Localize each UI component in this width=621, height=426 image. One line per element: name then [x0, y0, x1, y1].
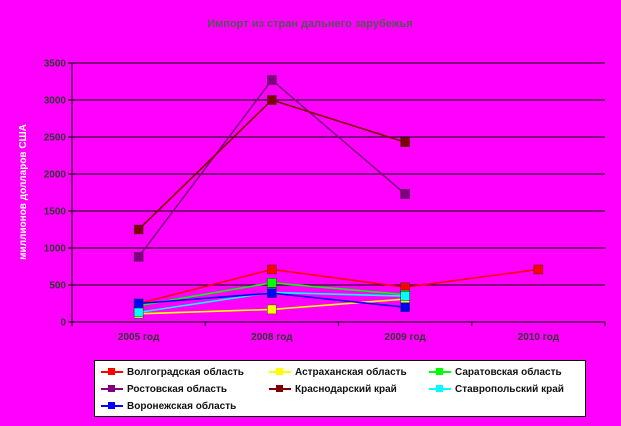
data-point	[267, 95, 277, 105]
x-tick-label: 2009 год	[384, 332, 426, 343]
data-point	[133, 298, 144, 309]
legend-item: Волгоградская область	[101, 364, 244, 380]
y-tick-label: 1000	[44, 244, 67, 255]
legend-label: Ростовская область	[127, 383, 228, 395]
series-line	[138, 99, 406, 231]
x-tick-label: 2010 год	[518, 332, 560, 343]
legend-swatch	[429, 384, 451, 394]
series-line	[137, 78, 406, 258]
data-point	[133, 252, 144, 262]
gridlines	[72, 62, 605, 286]
y-tick-label: 0	[60, 318, 66, 329]
legend-item: Воронежская область	[101, 398, 236, 414]
legend-swatch	[269, 384, 291, 394]
y-tick-label: 2500	[44, 133, 67, 144]
y-tick-label: 500	[49, 281, 66, 292]
legend-label: Краснодарский край	[295, 383, 397, 395]
x-tick-label: 2008 год	[251, 332, 293, 343]
x-tick-labels: 2005 год 2008 год 2009 год 2010 год	[118, 332, 560, 343]
series-4	[133, 75, 410, 262]
data-point	[267, 75, 277, 85]
legend-item: Саратовская область	[429, 364, 562, 380]
y-tick-label: 1500	[44, 207, 67, 218]
data-point	[400, 137, 410, 147]
legend-swatch	[101, 401, 123, 411]
series-group	[133, 75, 544, 319]
series-line	[138, 268, 539, 305]
y-tick-label: 2000	[44, 170, 67, 181]
y-axis-label: миллионов долларов США	[18, 124, 29, 260]
y-tick-label: 3000	[44, 96, 67, 107]
legend-item: Астраханская область	[269, 364, 407, 380]
axes	[68, 62, 606, 326]
legend-item: Ростовская область	[101, 381, 227, 397]
legend-swatch	[269, 367, 291, 377]
legend-swatch	[101, 367, 123, 377]
y-tick-label: 3500	[44, 59, 67, 70]
legend-item: Краснодарский край	[269, 381, 397, 397]
legend-swatch	[101, 384, 123, 394]
legend-label: Ставропольский край	[455, 383, 564, 395]
data-point	[133, 224, 144, 235]
legend-label: Астраханская область	[295, 366, 407, 378]
data-point	[267, 264, 277, 275]
series-7	[133, 288, 410, 312]
data-point	[400, 291, 410, 301]
legend-swatch	[429, 367, 451, 377]
legend-label: Воронежская область	[127, 400, 237, 412]
data-point	[267, 278, 277, 288]
data-point	[267, 304, 277, 315]
legend-label: Саратовская область	[455, 366, 562, 378]
x-tick-label: 2005 год	[118, 332, 160, 343]
data-point	[267, 288, 277, 298]
chart-title: Импорт из стран дальнего зарубежья	[207, 18, 412, 30]
data-point	[400, 189, 410, 199]
legend-item: Ставропольский край	[429, 381, 564, 397]
series-5	[133, 95, 410, 235]
y-tick-labels: 0 500 1000 1500 2000 2500 3000 3500	[44, 59, 67, 329]
legend: Волгоградская область Астраханская област…	[94, 360, 586, 417]
data-point	[533, 264, 544, 275]
series-1	[133, 264, 544, 309]
data-point	[400, 302, 410, 312]
legend-label: Волгоградская область	[127, 366, 244, 378]
data-point	[133, 307, 144, 318]
